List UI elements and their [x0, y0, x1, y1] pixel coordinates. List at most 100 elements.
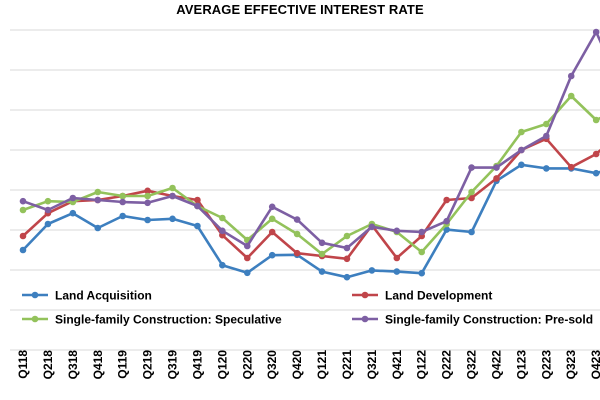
series-line-single-family-construction-pre-sold	[22, 30, 600, 250]
data-point-single-family-construction-pre-sold	[443, 217, 450, 225]
data-point-land-development	[194, 196, 201, 204]
data-point-single-family-construction-speculative	[468, 188, 475, 196]
x-tick-label: Q122	[415, 350, 429, 380]
data-point-single-family-construction-pre-sold	[567, 72, 575, 80]
data-point-single-family-construction-pre-sold	[119, 198, 126, 206]
data-point-land-acquisition	[119, 212, 126, 220]
data-point-single-family-construction-pre-sold	[393, 227, 401, 235]
data-point-single-family-construction-speculative	[44, 197, 52, 205]
data-point-land-acquisition	[268, 251, 276, 259]
data-point-single-family-construction-pre-sold	[243, 242, 251, 250]
x-tick-label: Q218	[41, 350, 55, 380]
legend: Land Acquisition Land Development Single-f…	[22, 289, 593, 327]
x-tick-label: Q119	[116, 350, 130, 379]
data-point-single-family-construction-speculative	[318, 250, 326, 258]
data-point-single-family-construction-pre-sold	[293, 216, 301, 223]
x-tick-label: Q123	[514, 350, 528, 380]
data-point-land-acquisition	[69, 209, 77, 217]
data-point-single-family-construction-speculative	[94, 188, 102, 196]
legend-swatch-marker	[31, 315, 39, 323]
data-point-land-acquisition	[144, 216, 151, 224]
data-point-land-development	[567, 163, 575, 171]
x-tick-label: Q418	[91, 350, 105, 380]
x-tick-label: Q420	[290, 350, 304, 380]
x-tick-label: Q419	[190, 350, 204, 380]
gridlines	[10, 29, 600, 351]
data-point-single-family-construction-pre-sold	[543, 132, 550, 140]
series-line-land-acquisition	[22, 163, 600, 279]
legend-label: Single-family Construction: Speculative	[55, 313, 282, 327]
data-point-land-acquisition	[592, 169, 600, 177]
data-point-single-family-construction-pre-sold	[268, 203, 276, 211]
data-point-land-development	[592, 150, 600, 158]
data-point-single-family-construction-pre-sold	[592, 28, 600, 36]
series-lines	[19, 28, 600, 281]
data-point-single-family-construction-pre-sold	[194, 202, 201, 210]
x-tick-label: Q422	[489, 350, 503, 380]
data-point-single-family-construction-pre-sold	[169, 192, 176, 200]
data-point-single-family-construction-pre-sold	[318, 239, 326, 247]
data-point-land-acquisition	[418, 269, 426, 277]
data-point-land-development	[468, 194, 475, 202]
data-point-land-development	[293, 249, 301, 257]
data-point-single-family-construction-speculative	[144, 192, 151, 200]
data-point-single-family-construction-pre-sold	[368, 223, 376, 231]
data-point-land-acquisition	[243, 269, 251, 277]
x-axis-tick-labels: Q118 Q218 Q318 Q418 Q119 Q219 Q319 Q419 Q120 Q220…	[16, 350, 600, 380]
legend-swatch-marker	[361, 315, 369, 323]
legend-swatch-marker	[31, 291, 39, 299]
data-point-land-acquisition	[19, 246, 27, 254]
data-point-single-family-construction-pre-sold	[343, 244, 351, 252]
data-point-land-acquisition	[543, 165, 550, 172]
data-point-single-family-construction-pre-sold	[418, 228, 426, 236]
series-line-land-development	[22, 137, 600, 261]
data-point-land-development	[19, 232, 27, 240]
chart-title: AVERAGE EFFECTIVE INTEREST RATE	[176, 2, 424, 17]
data-point-land-development	[493, 175, 500, 182]
x-tick-label: Q118	[16, 350, 30, 379]
data-point-single-family-construction-speculative	[592, 116, 600, 124]
x-tick-label: Q222	[440, 350, 454, 380]
data-point-single-family-construction-speculative	[19, 206, 27, 214]
data-point-land-development	[268, 228, 276, 236]
data-point-land-development	[144, 187, 151, 195]
data-point-land-acquisition	[518, 161, 525, 169]
x-tick-label: Q321	[365, 350, 379, 380]
data-point-land-acquisition	[169, 215, 176, 223]
data-point-land-development	[443, 196, 450, 204]
data-point-land-acquisition	[318, 268, 326, 275]
data-point-land-development	[243, 254, 251, 262]
data-point-single-family-construction-speculative	[418, 248, 426, 256]
x-tick-label: Q120	[215, 350, 229, 380]
data-point-single-family-construction-speculative	[219, 214, 226, 222]
data-point-single-family-construction-pre-sold	[19, 197, 27, 205]
x-tick-label: Q219	[141, 350, 155, 380]
x-tick-label: Q220	[240, 350, 254, 380]
legend-label: Single-family Construction: Pre-sold	[385, 313, 593, 327]
legend-label: Land Acquisition	[55, 289, 152, 303]
data-point-single-family-construction-pre-sold	[468, 164, 475, 171]
data-point-single-family-construction-pre-sold	[44, 206, 52, 214]
data-point-land-acquisition	[368, 267, 376, 274]
data-point-land-acquisition	[94, 224, 102, 232]
data-point-single-family-construction-pre-sold	[518, 146, 525, 154]
data-point-single-family-construction-pre-sold	[94, 196, 102, 204]
x-tick-label: Q322	[465, 350, 479, 380]
x-tick-label: Q223	[539, 350, 553, 380]
x-tick-label: Q320	[265, 350, 279, 380]
x-tick-label: Q318	[66, 350, 80, 380]
x-tick-label: Q319	[166, 350, 180, 380]
data-point-land-development	[393, 254, 401, 262]
x-tick-label: Q221	[340, 350, 354, 380]
x-tick-label: Q323	[564, 350, 578, 380]
data-point-land-acquisition	[393, 268, 401, 275]
x-tick-label: Q421	[390, 350, 404, 380]
data-point-single-family-construction-speculative	[169, 184, 176, 192]
data-point-single-family-construction-speculative	[119, 192, 126, 200]
data-point-land-development	[343, 255, 351, 263]
data-point-single-family-construction-pre-sold	[219, 227, 226, 235]
data-point-single-family-construction-speculative	[268, 215, 276, 223]
data-point-land-acquisition	[468, 228, 475, 236]
data-point-single-family-construction-pre-sold	[144, 199, 151, 207]
legend-label: Land Development	[385, 289, 492, 303]
